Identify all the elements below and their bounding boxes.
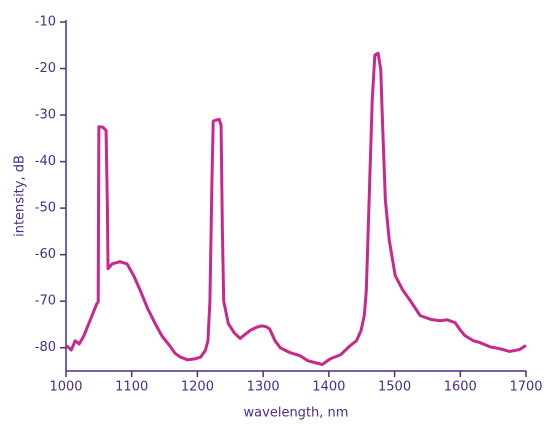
x-tick-label: 1300 [247, 380, 280, 395]
y-tick-label: -50 [35, 201, 56, 216]
x-tick-label: 1200 [181, 380, 214, 395]
x-tick-label: 1400 [312, 380, 345, 395]
x-tick-label: 1500 [378, 380, 411, 395]
y-tick-label: -10 [35, 15, 56, 30]
x-axis-title: wavelength, nm [244, 406, 349, 421]
y-axis-title: intensity, dB [13, 155, 28, 237]
line [65, 51, 527, 366]
x-tick-label: 1600 [444, 380, 477, 395]
x-tick-label: 1700 [509, 380, 542, 395]
y-tick-label: -80 [35, 340, 56, 355]
y-tick-label: -20 [35, 61, 56, 76]
x-tick-label: 1000 [49, 380, 82, 395]
y-tick-label: -70 [35, 294, 56, 309]
x-tick-label: 1100 [115, 380, 148, 395]
y-tick-label: -30 [35, 108, 56, 123]
y-tick-label: -40 [35, 154, 56, 169]
y-tick-label: -60 [35, 247, 56, 262]
